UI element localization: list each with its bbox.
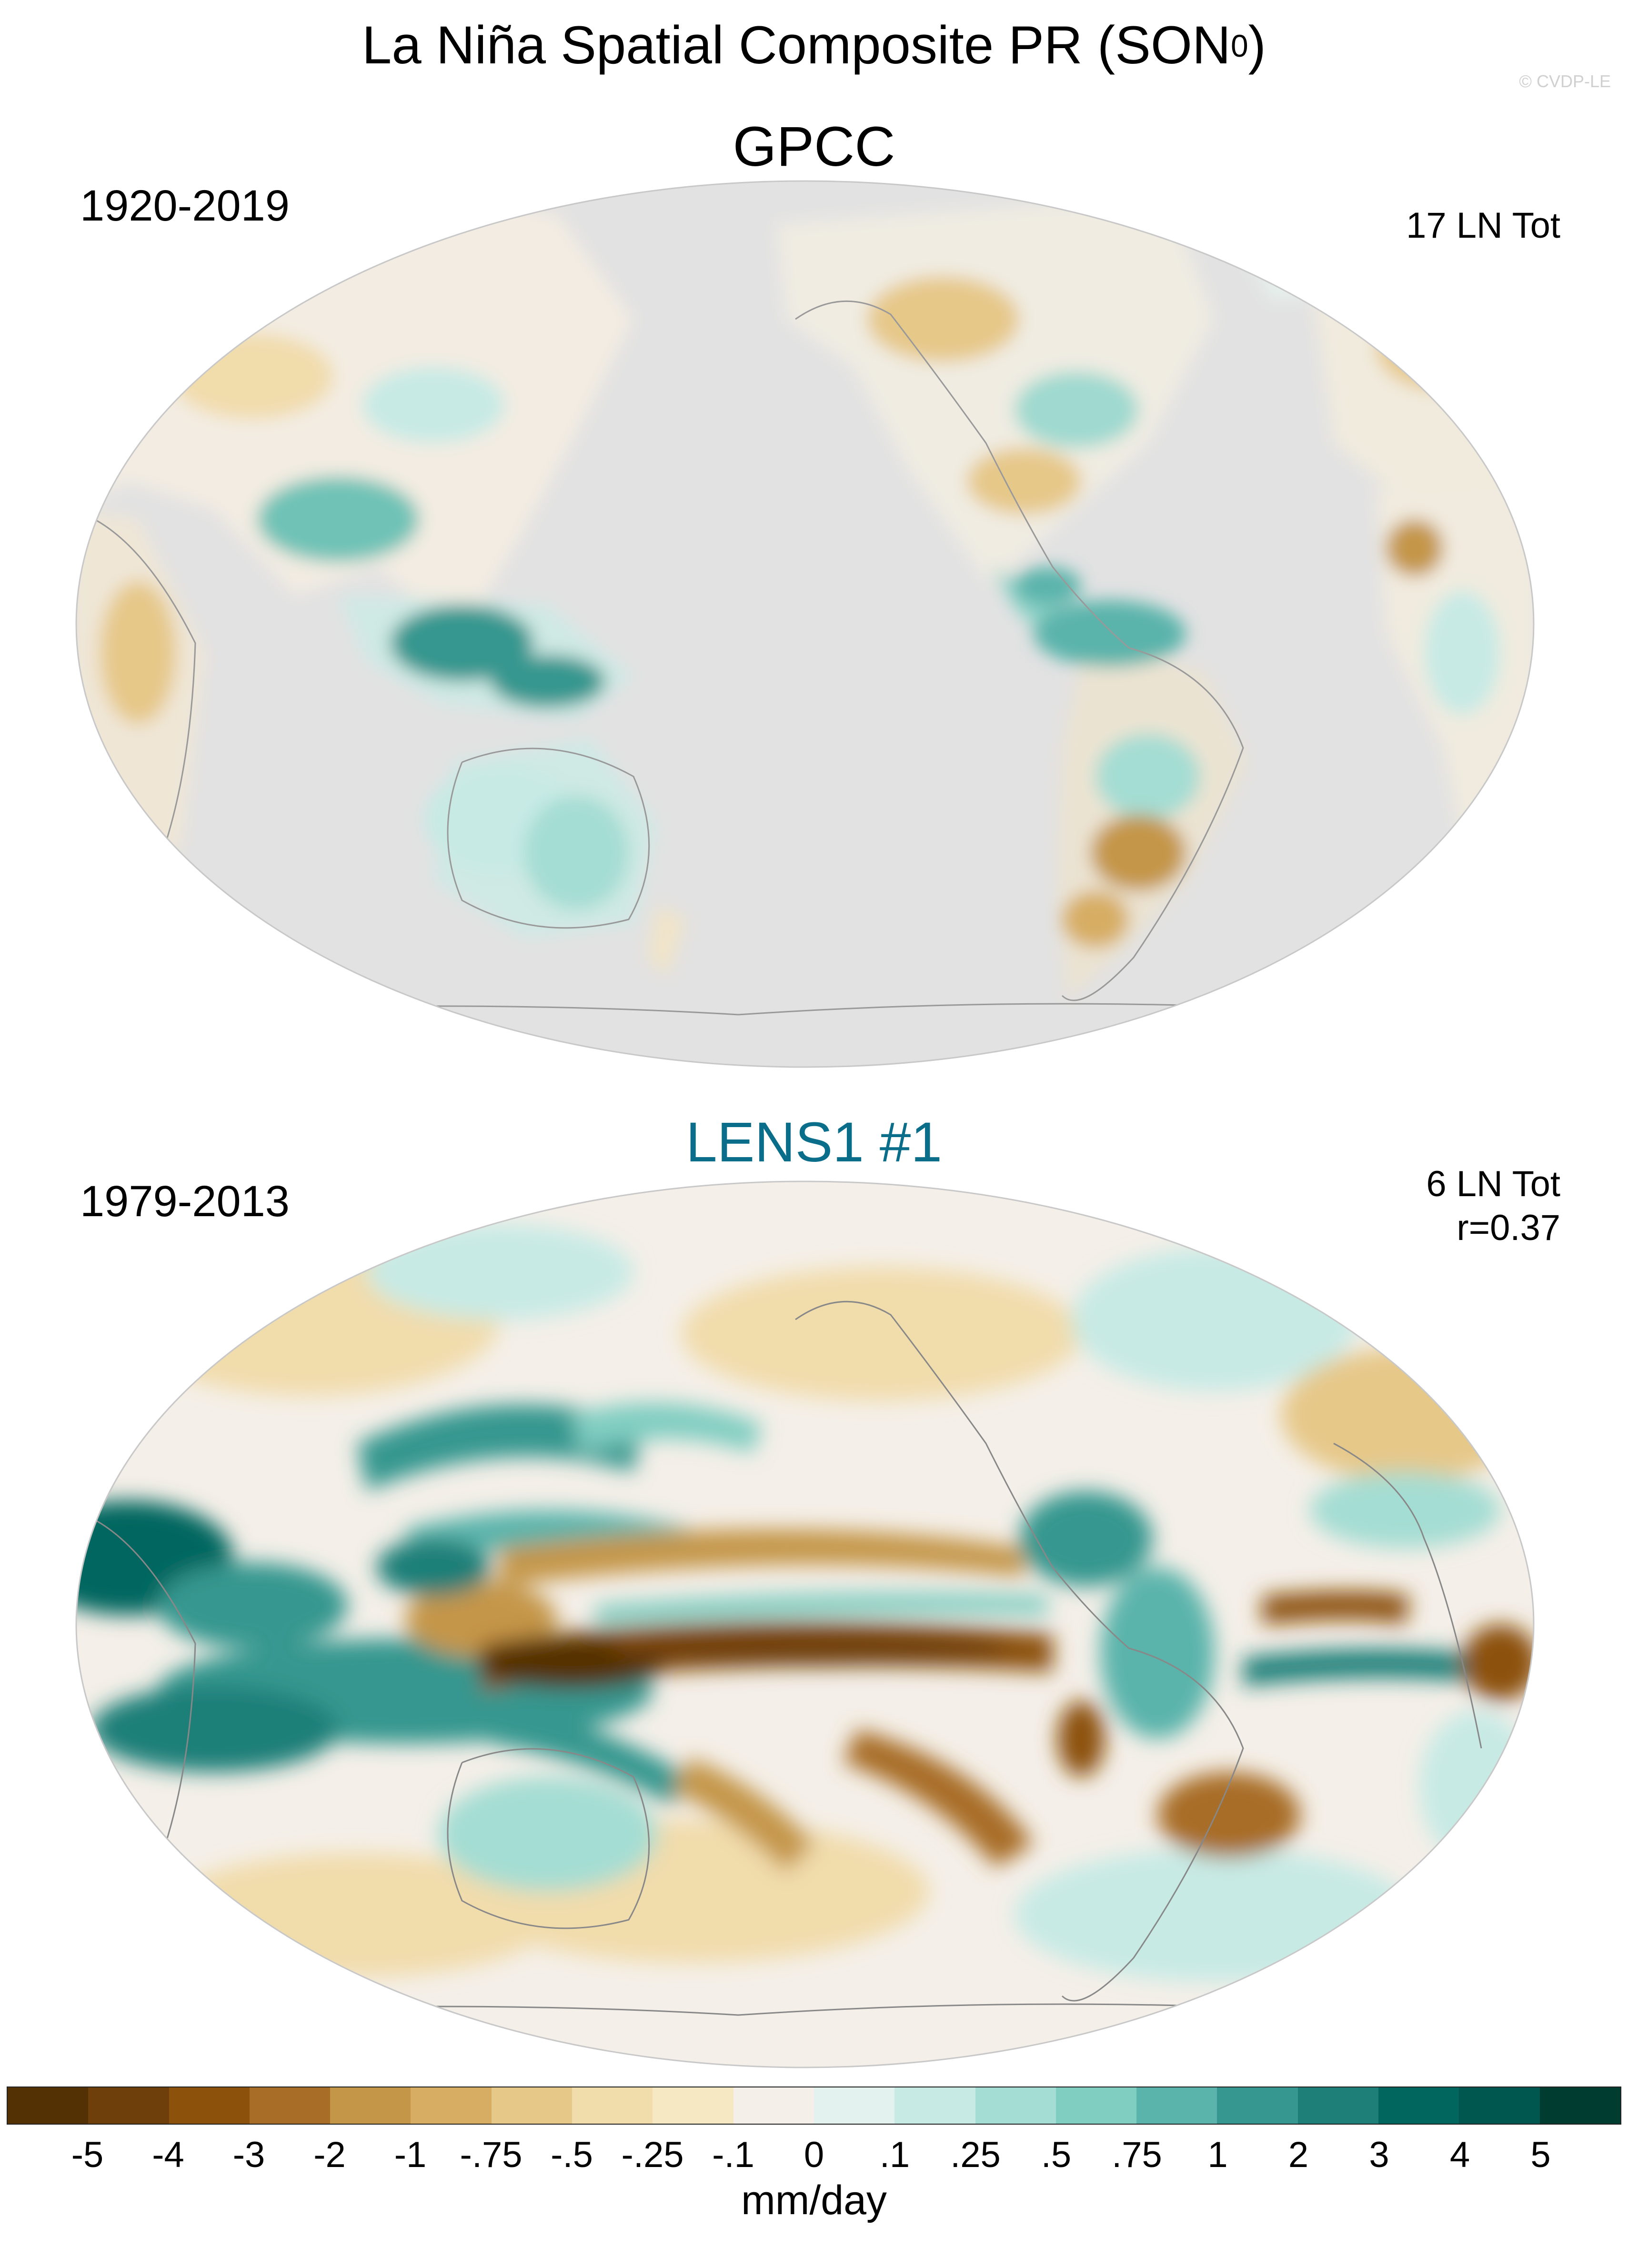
colorbar-swatch xyxy=(1055,2087,1137,2124)
colorbar-swatch xyxy=(1297,2087,1379,2124)
colorbar-swatch xyxy=(1136,2087,1217,2124)
figure-title-superscript: 0 xyxy=(1230,28,1248,63)
colorbar-swatch xyxy=(8,2087,89,2124)
colorbar-tick-label: -4 xyxy=(152,2135,184,2175)
colorbar-tick-label: 4 xyxy=(1449,2135,1470,2175)
land-antarctica xyxy=(167,1015,1453,1067)
panel-1-event-count: 17 LN Tot xyxy=(1406,205,1560,246)
colorbar-tick-label: -2 xyxy=(313,2135,346,2175)
colorbar-swatch xyxy=(330,2087,411,2124)
colorbar-swatch xyxy=(894,2087,975,2124)
figure-title-end: ) xyxy=(1248,15,1266,75)
colorbar-tick-label: .5 xyxy=(1041,2135,1072,2175)
colorbar-tick-label: 0 xyxy=(804,2135,824,2175)
colorbar-swatch xyxy=(88,2087,169,2124)
colorbar-swatch xyxy=(1459,2087,1540,2124)
colorbar-tick-label: .1 xyxy=(879,2135,910,2175)
colorbar-tick-label: -5 xyxy=(71,2135,104,2175)
watermark: © CVDP-LE xyxy=(1519,71,1611,91)
colorbar-units: mm/day xyxy=(741,2177,887,2223)
panel-2-stats: 6 LN Tot r=0.37 xyxy=(1275,1162,1560,1250)
colorbar-swatch xyxy=(975,2087,1056,2124)
panel-2-period: 1979-2013 xyxy=(80,1177,290,1226)
colorbar-swatch xyxy=(572,2087,653,2124)
colorbar-swatch xyxy=(169,2087,250,2124)
colorbar-tick-label: 1 xyxy=(1207,2135,1228,2175)
colorbar-tick-label: 3 xyxy=(1369,2135,1389,2175)
colorbar-swatch xyxy=(1217,2087,1298,2124)
panel-2-title: LENS1 #1 xyxy=(686,1111,942,1174)
colorbar xyxy=(7,2087,1621,2125)
panel-2-event-count: 6 LN Tot xyxy=(1426,1164,1560,1204)
figure-title: La Niña Spatial Composite PR (SON0) xyxy=(0,14,1628,76)
colorbar-swatch xyxy=(411,2087,492,2124)
colorbar-tick-label: -3 xyxy=(232,2135,265,2175)
colorbar-tick-label: 5 xyxy=(1530,2135,1551,2175)
colorbar-swatch xyxy=(1539,2087,1620,2124)
panel-2-map xyxy=(75,1180,1535,2068)
panel-1-period: 1920-2019 xyxy=(80,181,290,230)
colorbar-tick-label: -1 xyxy=(394,2135,427,2175)
panel-1-title: GPCC xyxy=(733,115,895,178)
colorbar-tick-label: .25 xyxy=(950,2135,1001,2175)
panel-1-map xyxy=(75,180,1535,1068)
land-new-zealand xyxy=(648,905,686,977)
colorbar-tick-label: .75 xyxy=(1112,2135,1162,2175)
colorbar-swatch xyxy=(249,2087,331,2124)
figure-title-main: La Niña Spatial Composite PR (SON xyxy=(362,15,1231,75)
colorbar-tick-label: -.25 xyxy=(621,2135,684,2175)
colorbar-tick-label: -.1 xyxy=(712,2135,754,2175)
colorbar-tick-label: -.5 xyxy=(551,2135,593,2175)
colorbar-ticks: -5 -4 -3 -2 -1 -.75 -.5 -.25 -.1 0 .1 .25 .5 .75 1 2 3 4 5 xyxy=(0,2134,1628,2182)
colorbar-tick-label: 2 xyxy=(1288,2135,1309,2175)
colorbar-swatch xyxy=(814,2087,895,2124)
colorbar-swatch xyxy=(733,2087,814,2124)
panel-2-anomaly-fields xyxy=(76,1224,1534,1982)
colorbar-swatch xyxy=(491,2087,573,2124)
colorbar-swatch xyxy=(1378,2087,1459,2124)
panel-2-correlation: r=0.37 xyxy=(1457,1208,1560,1248)
colorbar-tick-label: -.75 xyxy=(460,2135,523,2175)
colorbar-swatch xyxy=(653,2087,734,2124)
